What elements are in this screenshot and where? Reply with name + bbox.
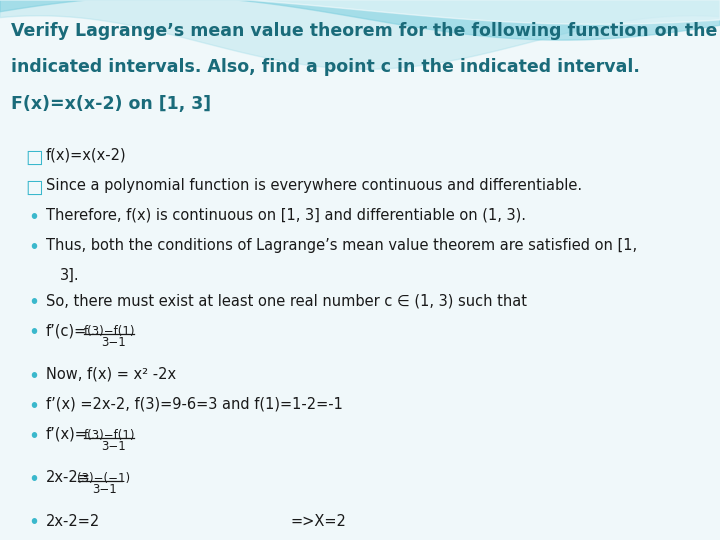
Text: 2x-2=: 2x-2= xyxy=(46,470,91,485)
Text: Now, f(x) = x² -2x: Now, f(x) = x² -2x xyxy=(46,367,176,381)
Text: Since a polynomial function is everywhere continuous and differentiable.: Since a polynomial function is everywher… xyxy=(46,178,582,192)
Text: 3−1: 3−1 xyxy=(101,440,126,453)
Text: •: • xyxy=(28,323,39,342)
Text: 3].: 3]. xyxy=(60,267,80,282)
Text: So, there must exist at least one real number c ∈ (1, 3) such that: So, there must exist at least one real n… xyxy=(46,293,527,308)
Text: •: • xyxy=(28,396,39,415)
Text: •: • xyxy=(28,293,39,312)
Text: =>X=2: =>X=2 xyxy=(290,514,346,529)
Text: •: • xyxy=(28,367,39,386)
Text: f’(x) =2x-2, f(3)=9-6=3 and f(1)=1-2=-1: f’(x) =2x-2, f(3)=9-6=3 and f(1)=1-2=-1 xyxy=(46,396,343,411)
Text: (3)−(−1): (3)−(−1) xyxy=(78,472,130,485)
Text: •: • xyxy=(28,238,39,256)
Text: □: □ xyxy=(25,178,42,197)
Text: □: □ xyxy=(25,147,42,166)
Text: •: • xyxy=(28,514,39,532)
Text: •: • xyxy=(28,427,39,446)
Text: f(3)−f(1): f(3)−f(1) xyxy=(84,325,135,338)
Text: 3−1: 3−1 xyxy=(101,336,126,349)
Text: •: • xyxy=(28,470,39,489)
Text: 2x-2=2: 2x-2=2 xyxy=(46,514,100,529)
Text: f(3)−f(1): f(3)−f(1) xyxy=(84,429,135,442)
Text: Therefore, f(x) is continuous on [1, 3] and differentiable on (1, 3).: Therefore, f(x) is continuous on [1, 3] … xyxy=(46,207,526,222)
Text: f(x)=x(x-2): f(x)=x(x-2) xyxy=(46,147,127,163)
Text: f’(x)=: f’(x)= xyxy=(46,427,88,442)
Text: F(x)=x(x-2) on [1, 3]: F(x)=x(x-2) on [1, 3] xyxy=(11,95,211,113)
Text: Thus, both the conditions of Lagrange’s mean value theorem are satisfied on [1,: Thus, both the conditions of Lagrange’s … xyxy=(46,238,637,253)
Text: indicated intervals. Also, find a point c in the indicated interval.: indicated intervals. Also, find a point … xyxy=(11,58,639,76)
Text: Verify Lagrange’s mean value theorem for the following function on the: Verify Lagrange’s mean value theorem for… xyxy=(11,22,717,40)
Text: f’(c)=: f’(c)= xyxy=(46,323,87,338)
Text: 3−1: 3−1 xyxy=(92,483,117,496)
Text: •: • xyxy=(28,207,39,226)
